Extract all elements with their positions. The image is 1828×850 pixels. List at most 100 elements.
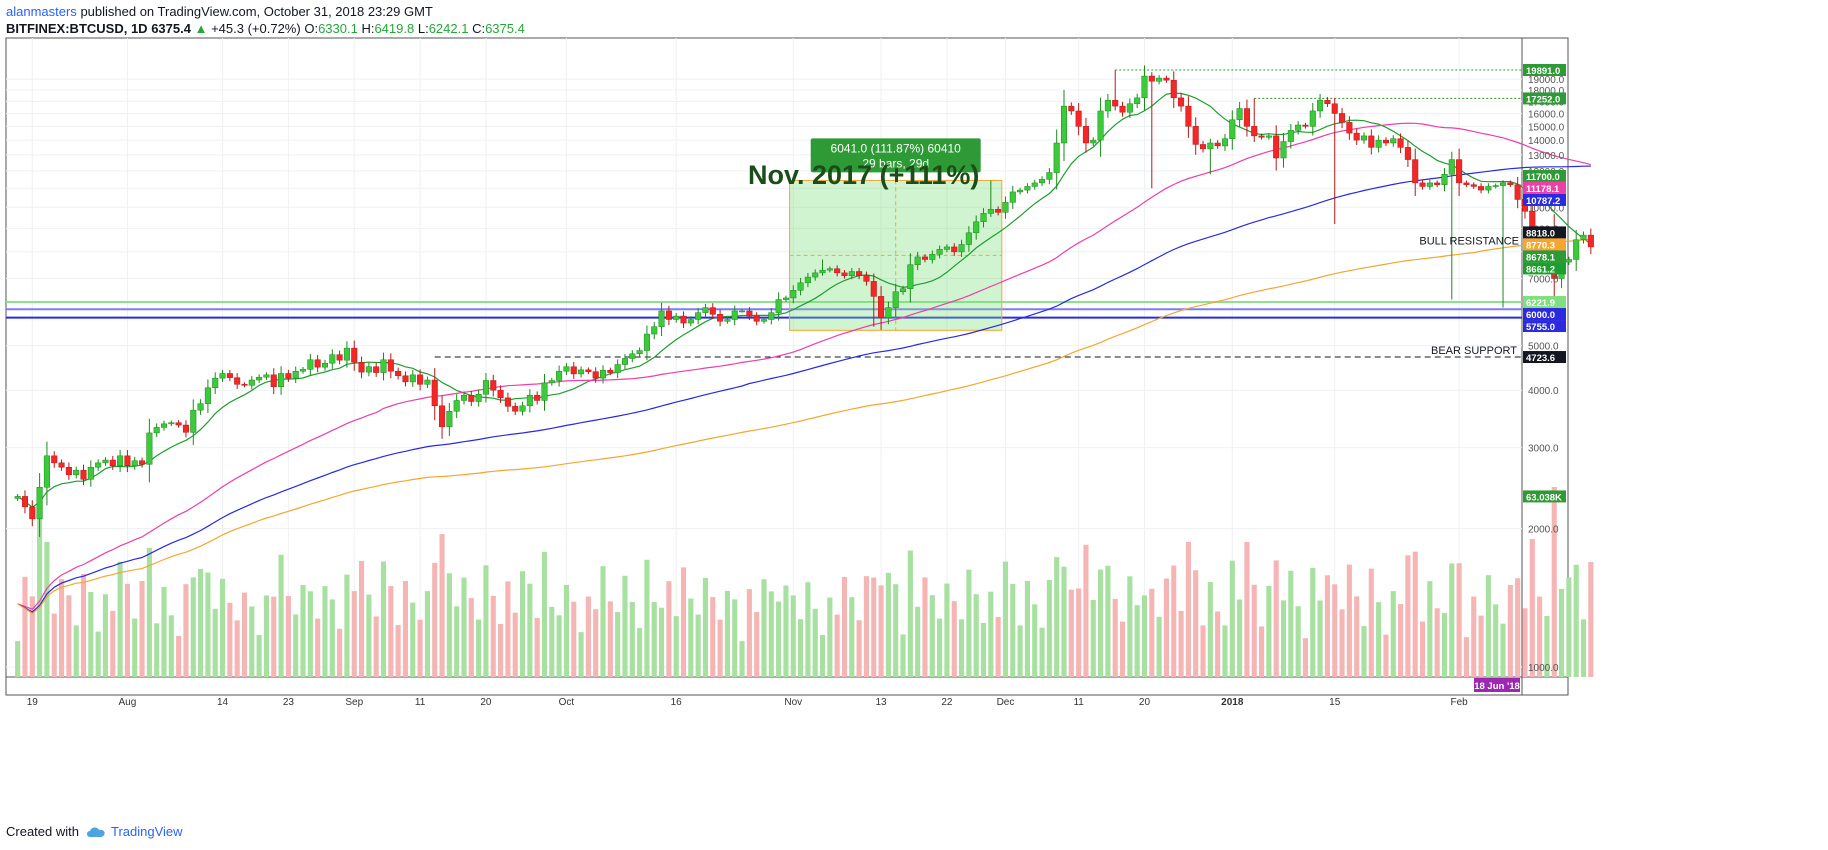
- candle-body: [1236, 108, 1243, 121]
- last-price: 6375.4: [151, 21, 191, 36]
- candle-body: [651, 326, 658, 335]
- price-label-text: 6221.9: [1526, 298, 1555, 309]
- volume-bar: [146, 547, 152, 677]
- candle-body: [417, 374, 424, 385]
- volume-bar: [234, 620, 240, 677]
- candle-body: [373, 366, 380, 373]
- volume-bar: [856, 620, 862, 677]
- volume-bar: [1449, 563, 1455, 677]
- volume-bar: [256, 634, 262, 677]
- candle-body: [270, 374, 277, 388]
- volume-bar: [249, 606, 255, 677]
- candle-body: [987, 209, 994, 214]
- candle-body: [131, 460, 138, 467]
- volume-bar: [929, 595, 935, 677]
- candle-body: [1214, 142, 1221, 147]
- candle-body: [351, 347, 358, 363]
- volume-bar: [388, 586, 394, 677]
- y-tick-label: 15000.0: [1528, 122, 1565, 133]
- volume-bar: [1302, 638, 1309, 677]
- candle-body: [1053, 142, 1060, 173]
- volume-bar: [790, 595, 796, 677]
- volume-bar: [59, 579, 65, 677]
- volume-bar: [1529, 538, 1535, 677]
- candle-body: [504, 397, 511, 407]
- volume-bar: [885, 572, 891, 677]
- volume-bar: [812, 608, 818, 677]
- high-value: 6419.8: [374, 21, 415, 36]
- low-label: L:: [417, 21, 429, 36]
- price-label-bg: [1523, 92, 1566, 105]
- candle-body: [102, 459, 109, 464]
- candle-body: [1163, 77, 1170, 81]
- candle-body: [1148, 75, 1155, 82]
- volume-bar: [44, 541, 50, 677]
- volume-bar: [1434, 608, 1440, 677]
- volume-bar: [1339, 609, 1345, 677]
- candle-body: [43, 455, 50, 488]
- candle-body: [263, 374, 270, 378]
- volume-bar: [1419, 621, 1426, 677]
- price-label-text: 11700.0: [1526, 172, 1560, 183]
- volume-bar: [1566, 577, 1572, 677]
- volume-bar: [680, 567, 687, 677]
- candle-body: [424, 379, 431, 385]
- candle-body: [819, 269, 826, 274]
- candle-body: [1199, 144, 1207, 150]
- author-link[interactable]: alanmasters: [6, 4, 77, 19]
- ma-line: [17, 122, 1591, 610]
- volume-bar: [490, 595, 496, 677]
- volume-bar: [1507, 585, 1513, 677]
- volume-bar: [644, 559, 650, 677]
- symbol-label[interactable]: BITFINEX:BTCUSD, 1D: [6, 21, 148, 36]
- candle-body: [439, 405, 446, 428]
- candle-body: [226, 373, 233, 378]
- y-tick-label: 5000.0: [1528, 342, 1559, 353]
- candle-body: [453, 400, 460, 412]
- change-value: +45.3 (+0.72%): [211, 21, 301, 36]
- volume-bar: [1119, 621, 1126, 677]
- volume-bar: [541, 551, 548, 677]
- candle-body: [973, 221, 980, 234]
- candle-body: [665, 310, 672, 320]
- volume-bar: [768, 591, 774, 677]
- candle-body: [812, 272, 819, 278]
- candle-body: [234, 377, 241, 385]
- volume-bar: [154, 623, 160, 677]
- volume-bar: [1061, 566, 1067, 677]
- candle-body: [731, 310, 738, 320]
- candle-body: [1243, 108, 1250, 127]
- volume-bar: [241, 592, 248, 677]
- candle-body: [51, 455, 58, 464]
- candle-body: [563, 366, 570, 372]
- candle-body: [460, 395, 468, 401]
- volume-bar: [1500, 623, 1506, 677]
- x-tick-label: Oct: [559, 697, 575, 708]
- candle-body: [446, 411, 453, 428]
- volume-bar: [1405, 555, 1411, 677]
- volume-bar: [132, 618, 138, 677]
- measure-label-line1: 6041.0 (111.87%) 60410: [831, 141, 962, 155]
- candle-body: [673, 315, 680, 320]
- volume-bar: [446, 573, 452, 677]
- candle-body: [1060, 105, 1068, 144]
- candle-body: [1375, 139, 1382, 148]
- candle-body: [1126, 103, 1133, 113]
- volume-bar: [1185, 541, 1191, 677]
- volume-bar: [110, 610, 116, 677]
- volume-bar: [1068, 589, 1074, 677]
- volume-bar: [863, 576, 869, 677]
- candle-body: [497, 389, 504, 399]
- tradingview-link[interactable]: TradingView: [85, 824, 183, 839]
- volume-bar: [15, 641, 21, 677]
- candle-body: [1075, 110, 1082, 127]
- candle-body: [1309, 110, 1316, 127]
- tradingview-brand: TradingView: [110, 824, 183, 839]
- volume-bar: [805, 582, 811, 677]
- price-label-bg: [1523, 238, 1566, 251]
- candle-body: [1156, 77, 1163, 82]
- volume-bar: [307, 591, 313, 677]
- volume-bar: [1017, 625, 1023, 677]
- candle-body: [1017, 189, 1024, 193]
